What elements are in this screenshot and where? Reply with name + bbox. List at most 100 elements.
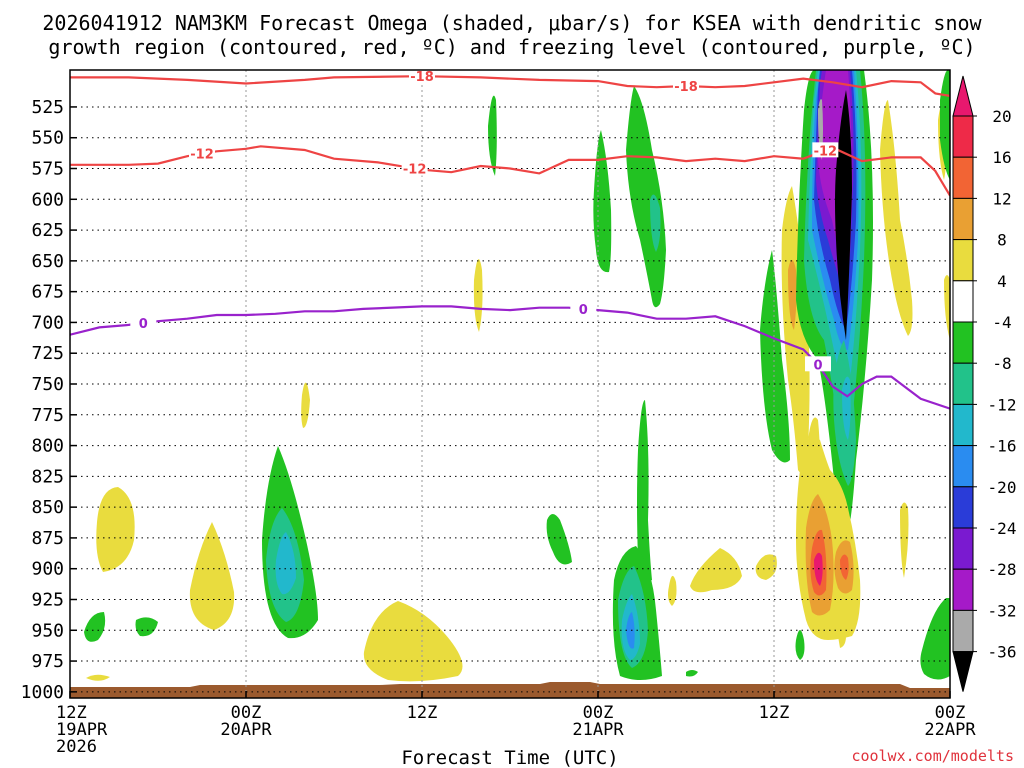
omega-negative-area bbox=[842, 376, 851, 440]
y-tick-label: 850 bbox=[31, 497, 64, 518]
chart-title-line-1: 2026041912 NAM3KM Forecast Omega (shaded… bbox=[42, 11, 982, 35]
omega-positive-area bbox=[840, 554, 849, 580]
colorbar-label: -32 bbox=[988, 601, 1017, 620]
omega-positive-area bbox=[363, 601, 463, 682]
omega-negative-area bbox=[488, 95, 497, 176]
contour-label-background bbox=[409, 68, 435, 84]
x-tick-label: 20APR bbox=[220, 720, 272, 740]
contour-labels: -18 -18 -12 -12 -12 0 0 0 bbox=[130, 68, 839, 373]
y-tick-label: 825 bbox=[31, 466, 64, 487]
y-tick-label: 875 bbox=[31, 528, 64, 549]
y-tick-label: 650 bbox=[31, 251, 64, 272]
colorbar-bin bbox=[952, 156, 974, 199]
y-tick-label: 1000 bbox=[21, 682, 64, 703]
x-tick-label: 22APR bbox=[924, 720, 976, 740]
omega-negative-area bbox=[795, 630, 805, 660]
y-tick-label: 750 bbox=[31, 374, 64, 395]
omega-negative-area bbox=[760, 250, 790, 463]
colorbar-label: -28 bbox=[988, 560, 1017, 579]
omega-positive-area bbox=[814, 552, 823, 586]
omega-positive-area bbox=[781, 186, 810, 473]
omega-shading bbox=[84, 70, 950, 682]
x-tick-label: 00Z bbox=[935, 703, 966, 723]
y-tick-label: 700 bbox=[31, 312, 64, 333]
y-tick-label: 600 bbox=[31, 189, 64, 210]
colorbar-bin bbox=[952, 445, 974, 488]
colorbar-label: 4 bbox=[997, 272, 1007, 291]
y-tick-label: 525 bbox=[31, 97, 64, 118]
colorbar-over-triangle bbox=[952, 75, 974, 117]
omega-positive-area bbox=[690, 548, 742, 593]
contour-label-background bbox=[812, 142, 839, 158]
omega-negative-area bbox=[84, 612, 106, 642]
y-tick-label: 925 bbox=[31, 589, 64, 610]
x-tick-label: 12Z bbox=[407, 703, 438, 723]
colorbar-bin bbox=[952, 568, 974, 611]
omega-positive-area bbox=[189, 522, 235, 630]
colorbar-label: 16 bbox=[992, 148, 1011, 167]
colorbar-bin bbox=[952, 403, 974, 447]
colorbar-label: -36 bbox=[988, 643, 1017, 662]
x-tick-label: 2026 bbox=[56, 737, 97, 757]
y-tick-label: 625 bbox=[31, 220, 64, 241]
colorbar-bin bbox=[952, 197, 974, 241]
colorbar-label: -16 bbox=[988, 437, 1017, 456]
colorbar-under-triangle bbox=[952, 651, 974, 692]
omega-negative-area bbox=[920, 598, 950, 680]
contour-label-background bbox=[130, 315, 157, 331]
omega-positive-area bbox=[838, 632, 846, 648]
colorbar: 20 16 12 8 4 -4 -8 -12 -16 -20 -24 -28 -32 -36 bbox=[952, 75, 1017, 692]
colorbar-bin bbox=[952, 609, 974, 653]
omega-negative-area bbox=[546, 514, 572, 565]
omega-positive-area bbox=[900, 502, 909, 578]
omega-positive-area bbox=[96, 487, 135, 572]
contour-line bbox=[70, 75, 950, 97]
colorbar-label: -4 bbox=[992, 313, 1011, 332]
contour-label-background bbox=[673, 78, 699, 94]
y-tick-label: 900 bbox=[31, 559, 64, 580]
omega-negative-area bbox=[637, 400, 652, 582]
contour-label: -12 bbox=[190, 148, 214, 163]
credit-text: coolwx.com/modelts bbox=[851, 747, 1014, 765]
y-tick-label: 975 bbox=[31, 651, 64, 672]
colorbar-bin bbox=[952, 239, 974, 282]
colorbar-bin bbox=[952, 280, 974, 323]
contour-label-background bbox=[805, 356, 831, 372]
contour-label: -12 bbox=[814, 144, 838, 159]
omega-negative-area bbox=[940, 70, 950, 180]
omega-negative-area bbox=[135, 617, 158, 637]
x-axis-label: Forecast Time (UTC) bbox=[401, 747, 618, 768]
terrain-band bbox=[70, 682, 950, 698]
contour-label: -12 bbox=[403, 163, 427, 178]
x-tick-label: 19APR bbox=[56, 720, 108, 740]
y-axis-ticks: 525 550 575 600 625 650 675 700 725 750 775 800 825 8… bbox=[21, 97, 77, 703]
omega-positive-area bbox=[755, 554, 777, 580]
colorbar-bin bbox=[952, 486, 974, 529]
x-tick-label: 00Z bbox=[583, 703, 614, 723]
contour-line bbox=[70, 305, 950, 410]
omega-positive-area bbox=[788, 260, 797, 330]
contour-label: -18 bbox=[410, 70, 434, 85]
omega-positive-area bbox=[473, 259, 483, 332]
chart-title-line-2: growth region (contoured, red, ºC) and f… bbox=[48, 35, 975, 59]
colorbar-bin bbox=[952, 115, 974, 158]
contour-label: -18 bbox=[674, 80, 698, 95]
colorbar-label: -8 bbox=[992, 354, 1011, 373]
y-tick-label: 575 bbox=[31, 159, 64, 180]
y-tick-label: 725 bbox=[31, 343, 64, 364]
omega-positive-area bbox=[668, 575, 677, 606]
omega-negative-area bbox=[835, 90, 852, 340]
y-tick-label: 675 bbox=[31, 282, 64, 303]
omega-positive-area bbox=[301, 382, 310, 428]
y-tick-label: 950 bbox=[31, 620, 64, 641]
contour-label-background bbox=[401, 160, 428, 176]
contour-label-background bbox=[570, 300, 597, 316]
omega-negative-area bbox=[686, 670, 698, 677]
colorbar-label: 12 bbox=[992, 189, 1011, 208]
omega-negative-area bbox=[275, 532, 296, 595]
omega-positive-area bbox=[880, 100, 913, 336]
contour-label-background bbox=[189, 145, 215, 161]
x-tick-label: 12Z bbox=[759, 703, 790, 723]
